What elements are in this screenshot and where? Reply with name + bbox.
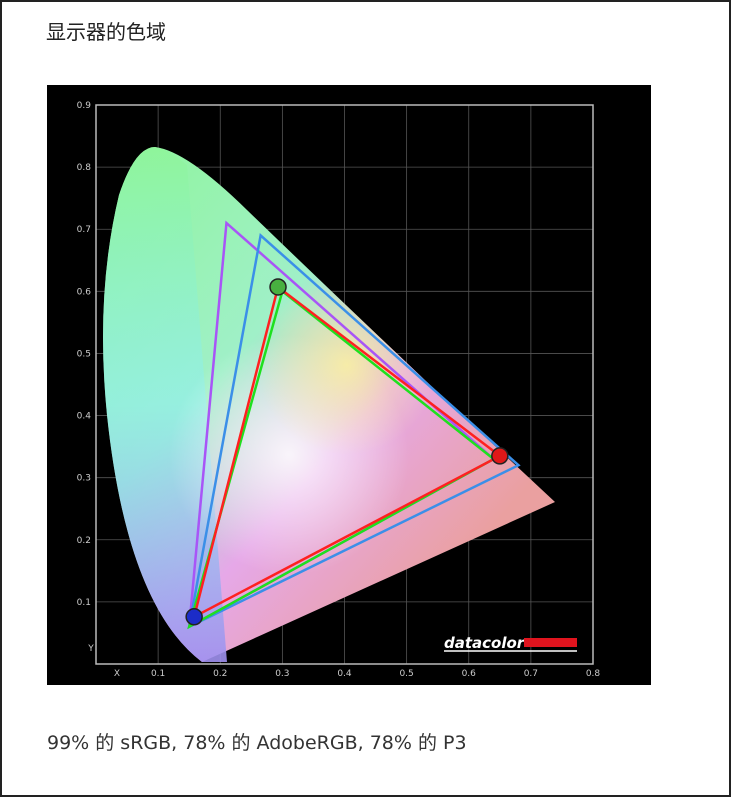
x-tick-label: 0.2 [213,669,227,679]
y-tick-label: 0.4 [77,412,92,422]
logo-bar [524,638,577,647]
title: 显示器的色域 [46,20,166,44]
y-tick-label: 0.3 [77,474,91,484]
gamut-triangle [192,284,503,620]
plot-frame [95,104,594,665]
y-tick-label: 0.2 [77,536,91,546]
vertex-marker [185,608,203,626]
y-tick-label: 0.6 [77,287,92,297]
gamut-triangle [187,233,521,629]
y-tick-label: 0.8 [77,163,92,173]
chromaticity-chart: X Y datacolor 0.1 0.2 0.3 0.4 0.5 0.6 0.7 0.8 0.… [47,85,651,685]
y-tick-label: 0.9 [77,101,92,111]
y-tick-label: 0.7 [77,225,91,235]
y-tick-label: 0.1 [77,598,91,608]
x-tick-label: 0.1 [151,669,165,679]
x-tick-label: 0.3 [275,669,289,679]
gamut-triangle [187,289,496,630]
x-tick-label: 0.6 [462,669,477,679]
x-axis-label: X [114,669,120,679]
y-axis-label: Y [87,644,94,654]
vertex-marker [491,447,509,465]
x-tick-label: 0.7 [524,669,538,679]
y-tick-label: 0.5 [77,349,91,359]
x-tick-label: 0.5 [399,669,413,679]
caption: 99% 的 sRGB, 78% 的 AdobeRGB, 78% 的 P3 [47,732,467,754]
vertex-marker [269,278,287,296]
x-tick-label: 0.8 [586,669,601,679]
x-tick-label: 0.4 [337,669,352,679]
logo: datacolor [444,634,526,652]
